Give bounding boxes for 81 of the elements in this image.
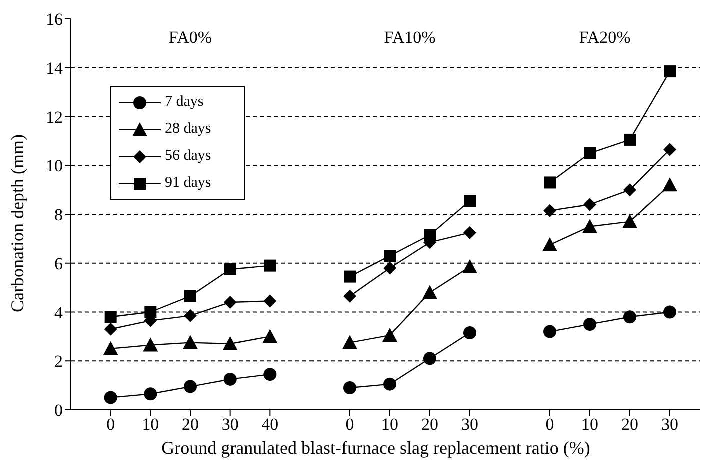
x-tick-label: 0 <box>106 415 116 434</box>
point <box>384 250 396 262</box>
legend-label: 56 days <box>165 148 212 165</box>
point <box>464 195 476 208</box>
y-tick-label: 4 <box>54 303 64 322</box>
point <box>382 328 398 342</box>
point <box>384 378 396 391</box>
x-tick-label: 10 <box>382 415 398 434</box>
y-tick-label: 0 <box>54 401 63 420</box>
x-tick-label: 10 <box>582 415 598 434</box>
point <box>544 176 556 189</box>
point <box>184 380 197 394</box>
point <box>624 184 636 197</box>
text: FA10% <box>383 28 437 48</box>
point <box>344 270 356 283</box>
point <box>143 338 158 352</box>
point <box>342 335 358 350</box>
point <box>544 325 556 338</box>
point <box>224 296 237 309</box>
point <box>103 341 118 356</box>
x-tick-label: 10 <box>142 415 160 434</box>
x-axis-title: Ground granulated blast-furnace slag replacement ratio (%) <box>160 438 592 459</box>
x-tick-label: 30 <box>662 415 678 434</box>
point <box>424 229 436 242</box>
point <box>584 318 596 331</box>
point <box>104 311 117 324</box>
text: FA20% <box>578 28 632 48</box>
x-tick-label: 0 <box>346 415 354 434</box>
x-tick-label: 20 <box>422 415 438 434</box>
x-tick-label: 20 <box>622 415 638 434</box>
point <box>664 66 676 78</box>
x-tick-label: 20 <box>182 415 199 434</box>
point <box>664 306 676 319</box>
y-tick-label: 16 <box>46 10 63 30</box>
point <box>624 134 636 146</box>
legend-label: 91 days <box>165 175 212 192</box>
point <box>184 290 196 302</box>
point <box>542 238 558 252</box>
y-tick-label: 2 <box>54 352 63 372</box>
point <box>262 329 278 344</box>
y-tick-label: 12 <box>46 108 63 127</box>
point <box>544 204 556 218</box>
y-tick-label: 6 <box>54 254 63 274</box>
point <box>264 260 276 272</box>
point <box>662 178 678 192</box>
x-tick-label: 30 <box>222 415 239 434</box>
point <box>624 310 636 324</box>
point <box>144 388 158 401</box>
point <box>264 294 277 308</box>
legend-label: 7 days <box>165 94 204 111</box>
x-tick-label: 40 <box>262 415 279 434</box>
point <box>422 285 438 300</box>
point <box>224 263 236 276</box>
point <box>104 322 118 336</box>
y-tick-label: 10 <box>46 156 63 176</box>
y-axis-title: Carbonation depth (mm) <box>8 134 28 314</box>
text: FA0% <box>168 28 214 48</box>
point <box>464 326 476 340</box>
point <box>582 219 598 234</box>
y-tick-label: 14 <box>46 58 64 78</box>
point <box>344 382 356 395</box>
point <box>184 309 197 322</box>
point <box>222 336 238 351</box>
point <box>584 147 596 160</box>
x-tick-label: 0 <box>546 415 554 434</box>
point <box>424 352 436 366</box>
point <box>384 262 396 275</box>
point <box>144 306 157 318</box>
legend-label: 28 days <box>165 121 212 138</box>
y-tick-label: 8 <box>54 206 63 225</box>
point <box>464 226 476 240</box>
point <box>344 290 356 303</box>
point <box>264 368 277 382</box>
point <box>462 260 478 274</box>
point <box>622 214 638 228</box>
point <box>104 391 118 404</box>
point <box>584 198 596 212</box>
x-tick-label: 30 <box>462 415 478 434</box>
point <box>664 143 676 156</box>
point <box>224 372 237 386</box>
point <box>183 335 198 350</box>
